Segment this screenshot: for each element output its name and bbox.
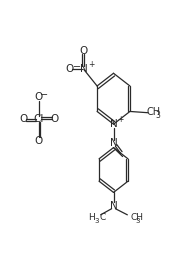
Text: O: O	[80, 46, 88, 56]
Text: −: −	[40, 90, 48, 100]
Text: O: O	[66, 65, 74, 74]
Text: O: O	[35, 92, 43, 102]
Text: C: C	[100, 213, 106, 222]
Text: N: N	[110, 201, 117, 211]
Text: 3: 3	[95, 218, 99, 224]
Text: O: O	[50, 114, 58, 124]
Text: H: H	[88, 213, 95, 222]
Text: CH: CH	[146, 107, 160, 117]
Text: O: O	[35, 136, 43, 146]
Text: +: +	[88, 60, 94, 69]
Text: 3: 3	[135, 218, 140, 224]
Text: N: N	[80, 65, 88, 74]
Text: +: +	[117, 115, 124, 124]
Text: O: O	[19, 114, 27, 124]
Text: Cl: Cl	[33, 114, 44, 124]
Text: N: N	[110, 138, 117, 148]
Text: CH: CH	[130, 213, 143, 222]
Text: −: −	[73, 62, 81, 72]
Text: 3: 3	[155, 111, 160, 120]
Text: N: N	[110, 119, 117, 129]
